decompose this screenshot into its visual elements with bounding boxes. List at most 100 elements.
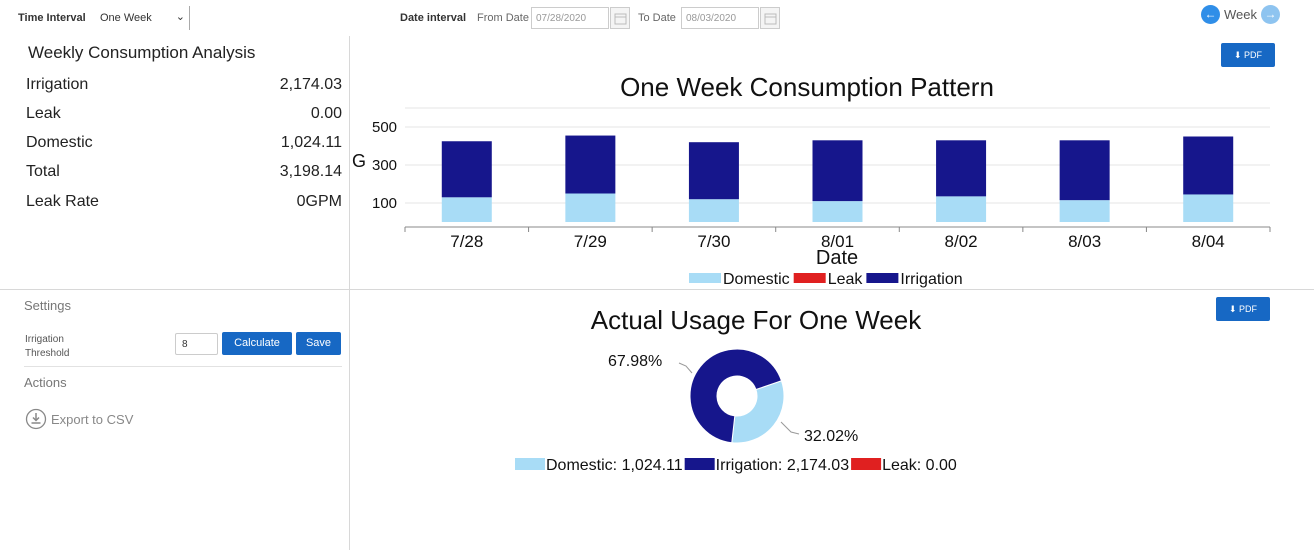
save-button[interactable]: Save (296, 332, 341, 355)
slice-label-domestic: 32.02% (804, 428, 858, 445)
legend-label: Leak (828, 271, 864, 288)
export-csv-button[interactable]: Export to CSV (25, 408, 133, 430)
bar-irrigation (1183, 136, 1234, 195)
top-toolbar: Time Interval One Week ⌄ Date interval F… (0, 0, 1314, 36)
legend-swatch (515, 458, 545, 470)
bar-irrigation (688, 142, 739, 200)
summary-label: Domestic (26, 134, 93, 151)
calendar-icon (614, 13, 627, 25)
summary-label: Total (26, 163, 60, 180)
export-csv-label: Export to CSV (51, 411, 134, 427)
bar-irrigation (565, 135, 616, 194)
x-tick-label: 7/30 (697, 232, 730, 251)
summary-label: Leak Rate (26, 193, 99, 210)
week-navigation: ← Week → (1201, 5, 1280, 24)
y-axis-label: G (352, 151, 366, 171)
summary-row-leak: Leak 0.00 (26, 105, 342, 129)
x-tick-label: 8/03 (1068, 232, 1101, 251)
donut-slice-irrigation (689, 348, 783, 444)
from-calendar-button[interactable] (610, 7, 630, 29)
download-icon (25, 408, 47, 430)
to-date-label: To Date (638, 12, 676, 24)
settings-title: Settings (24, 298, 71, 313)
to-date-input[interactable]: 08/03/2020 (681, 7, 759, 29)
label-leader-line (780, 421, 800, 435)
legend-label: Leak: 0.00 (882, 457, 957, 474)
to-calendar-button[interactable] (760, 7, 780, 29)
date-interval-label: Date interval (400, 12, 467, 24)
y-tick-label: 500 (372, 119, 397, 136)
bar-domestic (812, 201, 863, 222)
bar-domestic (936, 196, 987, 222)
from-date-label: From Date (477, 12, 529, 24)
irrigation-threshold-label: Irrigation Threshold (25, 334, 70, 359)
bar-irrigation (812, 140, 863, 202)
x-tick-label: 8/02 (945, 232, 978, 251)
summary-label: Leak (26, 105, 61, 122)
x-axis-label: Date (816, 247, 858, 269)
x-tick-label: 8/01 (821, 232, 854, 251)
y-tick-label: 300 (372, 157, 397, 174)
legend-swatch (793, 273, 826, 283)
bar-chart: 100 300 500 G 7/28 7/29 7/30 8/01 8/02 8/03 8/04 Da… (352, 107, 1271, 288)
label-leader-line (678, 362, 693, 374)
chevron-down-icon: ⌄ (175, 11, 185, 23)
x-tick-label: 8/04 (1192, 232, 1225, 251)
donut-slice-domestic (731, 380, 785, 444)
summary-value: 0.00 (310, 105, 342, 122)
bar-irrigation (1059, 140, 1110, 201)
summary-value: 1,024.11 (280, 134, 342, 151)
download-icon: ⬇ (1228, 304, 1237, 314)
summary-row-total: Total 3,198.14 (26, 163, 342, 187)
bar-domestic (688, 199, 739, 222)
pie-chart-title: Actual Usage For One Week (590, 305, 922, 335)
bar-domestic (1183, 194, 1234, 222)
legend-swatch (684, 458, 715, 470)
pdf-label: PDF (1244, 50, 1263, 60)
time-interval-select[interactable]: One Week ⌄ (94, 6, 190, 30)
bar-domestic (441, 197, 492, 222)
time-interval-value: One Week (100, 12, 152, 24)
legend-swatch (689, 273, 721, 283)
summary-value: 0GPM (296, 193, 342, 210)
summary-title: Weekly Consumption Analysis (28, 43, 256, 62)
horizontal-divider (0, 289, 1314, 290)
previous-arrow-icon[interactable]: ← (1201, 5, 1220, 24)
legend-swatch (851, 458, 882, 470)
summary-row-domestic: Domestic 1,024.11 (26, 134, 342, 158)
next-arrow-icon[interactable]: → (1261, 5, 1280, 24)
bar-domestic (565, 193, 616, 222)
pdf-button-pie-chart[interactable]: ⬇ PDF (1216, 297, 1270, 321)
summary-row-leak-rate: Leak Rate 0GPM (26, 193, 342, 217)
legend-label: Irrigation: 2,174.03 (716, 457, 850, 474)
bar-domestic (1059, 200, 1110, 222)
legend-label: Irrigation (900, 271, 962, 288)
legend-label: Domestic (723, 271, 790, 288)
calculate-button[interactable]: Calculate (222, 332, 292, 355)
week-label: Week (1224, 7, 1257, 22)
x-tick-label: 7/28 (450, 232, 483, 251)
legend-swatch (866, 273, 899, 283)
legend-label: Domestic: 1,024.11 (546, 457, 683, 474)
settings-divider (24, 366, 342, 367)
y-tick-label: 100 (372, 195, 397, 212)
summary-label: Irrigation (26, 76, 89, 93)
actions-title: Actions (24, 375, 67, 390)
summary-value: 3,198.14 (279, 163, 342, 180)
vertical-divider (349, 36, 350, 550)
slice-label-irrigation: 67.98% (608, 353, 662, 370)
bar-chart-title: One Week Consumption Pattern (620, 72, 994, 102)
x-tick-label: 7/29 (574, 232, 607, 251)
irrigation-threshold-input[interactable]: 8 (175, 333, 218, 355)
pie-chart: 67.98% 32.02% Domestic: 1,024.11 Irrigation… (515, 348, 957, 474)
bar-irrigation (441, 141, 492, 198)
summary-value: 2,174.03 (279, 76, 342, 93)
bar-irrigation (936, 140, 987, 197)
from-date-input[interactable]: 07/28/2020 (531, 7, 609, 29)
calendar-icon (764, 13, 777, 25)
time-interval-label: Time Interval (18, 12, 86, 24)
download-icon: ⬇ (1233, 50, 1242, 60)
summary-row-irrigation: Irrigation 2,174.03 (26, 76, 342, 100)
pdf-label: PDF (1239, 304, 1258, 314)
pdf-button-bar-chart[interactable]: ⬇ PDF (1221, 43, 1275, 67)
